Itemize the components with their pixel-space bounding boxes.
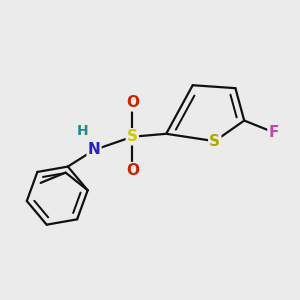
Text: O: O [126,95,139,110]
Text: O: O [126,163,139,178]
Text: H: H [76,124,88,138]
Text: S: S [127,129,138,144]
Text: F: F [268,125,279,140]
Text: S: S [209,134,220,149]
Text: N: N [88,142,100,158]
